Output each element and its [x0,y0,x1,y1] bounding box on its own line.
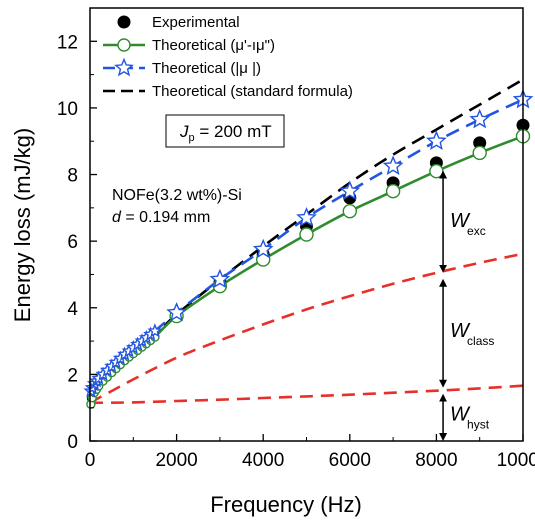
modulus-mu-point-25 [469,108,491,129]
thickness-value: = 0.194 mm [121,209,210,226]
complex-mu-point-21 [299,227,314,242]
modulus-mu-point-19 [209,268,231,289]
modulus-mu-line [89,98,524,392]
component-label-1: W [450,320,471,342]
complex-mu-point-25 [472,145,487,161]
x-tick-label-2: 4000 [242,450,284,471]
x-tick-label-1: 2000 [155,450,197,471]
modulus-mu-point-21 [296,206,317,227]
legend-marker-0 [117,15,131,29]
component-line-0 [89,384,524,405]
x-tick-label-0: 0 [85,450,96,471]
standard-formula-line [88,78,524,405]
modulus-mu-point-22 [339,180,361,200]
modulus-mu-point-24 [426,130,447,150]
modulus-mu-point-20 [252,238,274,259]
material-thickness: d = 0.194 mm [112,209,210,226]
component-sublabel-0: exc [467,224,486,238]
legend-label-1: Theoretical (μ'-ıμ") [152,37,275,54]
legend: Experimental Theoretical (μ'-ıμ") Theoreti… [103,14,353,100]
modulus-mu-point-17 [147,323,163,338]
y-tick-label-6: 12 [57,32,78,53]
complex-mu-point-24 [429,164,444,179]
y-tick-label-5: 10 [57,99,78,120]
field-annotation-text: Jp = 200 mT [179,122,272,144]
modulus-mu-point-23 [382,155,404,175]
component-label-2: W [450,403,471,425]
thickness-symbol: d [112,209,122,226]
legend-label-3: Theoretical (standard formula) [152,83,353,100]
legend-marker-1 [117,38,131,52]
material-name: NOFe(3.2 wt%)-Si [112,187,242,204]
complex-mu-point-23 [385,183,401,199]
y-axis-title: Energy loss (mJ/kg) [10,128,35,322]
field-j-symbol: J [179,122,189,141]
component-line-1 [89,252,524,404]
plot-content [83,78,534,410]
y-tick-label-0: 0 [67,432,78,453]
y-tick-label-4: 8 [67,166,78,187]
field-annotation-box: Jp = 200 mT [165,114,285,148]
field-j-value: = 200 mT [195,122,272,141]
x-axis-title: Frequency (Hz) [210,492,362,517]
modulus-mu-point-18 [166,301,187,322]
y-tick-label-2: 4 [67,299,78,320]
legend-label-2: Theoretical (|μ |) [152,60,261,77]
component-sublabel-1: class [467,334,494,348]
component-sublabel-2: hyst [467,417,490,431]
legend-marker-2 [114,57,134,77]
y-tick-label-3: 6 [67,232,78,253]
component-label-0: W [450,210,471,232]
experimental-point-25 [473,136,487,150]
field-j-subscript: p [189,132,195,144]
complex-mu-point-22 [342,203,357,219]
legend-label-0: Experimental [152,14,240,31]
x-tick-label-3: 6000 [329,450,371,471]
x-tick-label-4: 8000 [415,450,457,471]
y-tick-label-1: 2 [67,365,78,386]
complex-mu-line [89,134,524,405]
field-annotation-frame [165,114,285,148]
